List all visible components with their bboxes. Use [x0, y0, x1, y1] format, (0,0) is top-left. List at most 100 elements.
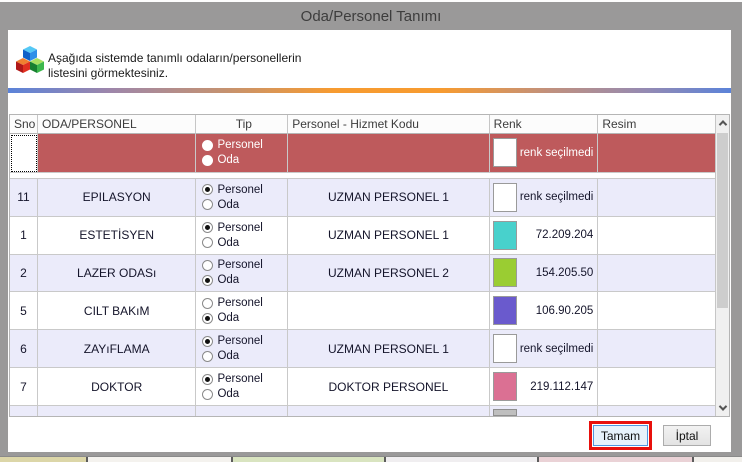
cell-oda-personel[interactable]: CILT BAKıM	[37, 292, 197, 331]
color-label: renk seçilmedi	[519, 342, 594, 355]
cell-oda-personel[interactable]: LAZER ODASı	[37, 254, 197, 293]
cell-sno[interactable]: 11	[10, 178, 38, 217]
cell-renk	[490, 406, 599, 417]
radio-oda-circle[interactable]	[202, 388, 214, 400]
column-header-hizmet-kodu[interactable]: Personel - Hizmet Kodu	[288, 115, 490, 134]
radio-personel[interactable]: Personel	[202, 139, 287, 151]
color-swatch[interactable]	[492, 182, 517, 212]
cell-oda-personel[interactable]: EPILASYON	[37, 178, 197, 217]
column-header-renk[interactable]: Renk	[489, 115, 599, 134]
cell-tip: Personel Oda	[196, 216, 289, 255]
tamam-button[interactable]: Tamam	[593, 425, 648, 446]
table-row[interactable]: 7 DOKTOR Personel Oda DOKTOR PERSONEL 21…	[10, 368, 715, 407]
cell-hizmet-kodu[interactable]: UZMAN PERSONEL 1	[288, 330, 490, 369]
scroll-down-button[interactable]	[716, 400, 729, 416]
cell-resim[interactable]	[598, 368, 715, 407]
chevron-up-icon	[718, 120, 727, 129]
cell-tip: Personel Oda	[196, 178, 289, 217]
color-swatch[interactable]	[492, 372, 517, 402]
radio-personel[interactable]: Personel	[202, 184, 287, 196]
cell-sno[interactable]: 1	[10, 216, 38, 255]
radio-oda[interactable]: Oda	[202, 274, 287, 286]
table-row[interactable]: 6 ZAYıFLAMA Personel Oda UZMAN PERSONEL …	[10, 330, 715, 369]
scroll-up-button[interactable]	[716, 115, 729, 131]
iptal-button[interactable]: İptal	[663, 425, 711, 446]
radio-personel-circle[interactable]	[202, 297, 214, 309]
cell-resim[interactable]	[598, 330, 715, 369]
cell-resim[interactable]	[598, 179, 715, 217]
cell-renk: renk seçilmedi	[489, 330, 599, 369]
cell-hizmet-kodu[interactable]	[288, 133, 490, 173]
radio-oda-circle[interactable]	[202, 350, 214, 362]
radio-personel-circle[interactable]	[202, 373, 214, 385]
radio-oda[interactable]: Oda	[202, 237, 287, 249]
radio-oda-circle[interactable]	[202, 274, 214, 286]
table-row-partial[interactable]	[10, 406, 715, 417]
color-label: renk seçilmedi	[519, 146, 594, 159]
radio-personel-circle[interactable]	[202, 335, 214, 347]
color-swatch[interactable]	[492, 258, 517, 288]
cell-hizmet-kodu[interactable]: UZMAN PERSONEL 2	[288, 254, 490, 293]
radio-oda-circle[interactable]	[202, 199, 214, 211]
radio-personel[interactable]: Personel	[202, 297, 287, 309]
column-header-oda-personel[interactable]: ODA/PERSONEL	[37, 115, 197, 134]
table-row[interactable]: 2 LAZER ODASı Personel Oda UZMAN PERSONE…	[10, 254, 715, 293]
column-header-sno[interactable]: Sno	[10, 115, 38, 134]
vertical-scrollbar[interactable]	[715, 115, 729, 416]
radio-personel[interactable]: Personel	[202, 222, 287, 234]
column-header-tip[interactable]: Tip	[196, 115, 289, 134]
cell-hizmet-kodu[interactable]: DOKTOR PERSONEL	[288, 368, 490, 407]
radio-personel[interactable]: Personel	[202, 335, 287, 347]
table-row[interactable]: 5 CILT BAKıM Personel Oda 106.90.205	[10, 292, 715, 331]
radio-oda-circle[interactable]	[202, 312, 214, 324]
radio-oda-circle[interactable]	[202, 154, 214, 166]
cell-sno[interactable]: 5	[10, 292, 38, 331]
cell-sno[interactable]: 7	[10, 368, 38, 407]
color-label: 154.205.50	[535, 266, 594, 279]
cell-resim[interactable]	[598, 217, 715, 255]
radio-oda-circle[interactable]	[202, 237, 214, 249]
table-row[interactable]: 1 ESTETİSYEN Personel Oda UZMAN PERSONEL…	[10, 216, 715, 255]
cell-oda-personel[interactable]	[37, 133, 197, 173]
title-bar[interactable]: Oda/Personel Tanımı	[2, 2, 740, 30]
cell-resim[interactable]	[598, 292, 715, 331]
cell-oda-personel[interactable]: ZAYıFLAMA	[37, 330, 197, 369]
cell-sno[interactable]	[10, 133, 38, 173]
radio-oda-label: Oda	[217, 388, 240, 401]
cell-resim[interactable]	[598, 255, 715, 293]
radio-oda[interactable]: Oda	[202, 199, 287, 211]
cell-oda-personel[interactable]: DOKTOR	[37, 368, 197, 407]
table-row-new[interactable]: Personel Oda renk seçilmedi	[10, 133, 715, 173]
cell-tip: Personel Oda	[196, 368, 289, 407]
color-swatch[interactable]	[492, 334, 517, 364]
radio-personel[interactable]: Personel	[202, 259, 287, 271]
radio-oda[interactable]: Oda	[202, 312, 287, 324]
table-row[interactable]: 11 EPILASYON Personel Oda UZMAN PERSONEL…	[10, 178, 715, 217]
cell-hizmet-kodu[interactable]: UZMAN PERSONEL 1	[288, 216, 490, 255]
cell-renk: 106.90.205	[489, 292, 599, 331]
radio-personel-circle[interactable]	[202, 259, 214, 271]
radio-oda[interactable]: Oda	[202, 388, 287, 400]
radio-oda[interactable]: Oda	[202, 350, 287, 362]
color-swatch[interactable]	[492, 138, 517, 168]
color-swatch[interactable]	[492, 296, 517, 326]
dialog-description: Aşağıda sistemde tanımlı odaların/person…	[48, 51, 301, 81]
radio-personel-circle[interactable]	[202, 222, 214, 234]
radio-oda[interactable]: Oda	[202, 154, 287, 166]
cell-sno[interactable]: 2	[10, 254, 38, 293]
cell-oda-personel[interactable]: ESTETİSYEN	[37, 216, 197, 255]
color-label: renk seçilmedi	[519, 191, 594, 204]
radio-personel[interactable]: Personel	[202, 373, 287, 385]
cell-sno[interactable]: 6	[10, 330, 38, 369]
radio-personel-circle[interactable]	[202, 139, 214, 151]
cell-hizmet-kodu[interactable]	[288, 292, 490, 331]
cell-hizmet-kodu[interactable]: UZMAN PERSONEL 1	[288, 178, 490, 217]
column-header-resim[interactable]: Resim	[598, 115, 716, 134]
cell-resim[interactable]	[598, 134, 715, 173]
color-swatch[interactable]	[492, 220, 517, 250]
scrollbar-thumb[interactable]	[717, 133, 728, 308]
cubes-icon	[16, 46, 44, 73]
cell-renk: renk seçilmedi	[489, 133, 599, 173]
cell-tip: Personel Oda	[196, 254, 289, 293]
radio-personel-circle[interactable]	[202, 184, 214, 196]
